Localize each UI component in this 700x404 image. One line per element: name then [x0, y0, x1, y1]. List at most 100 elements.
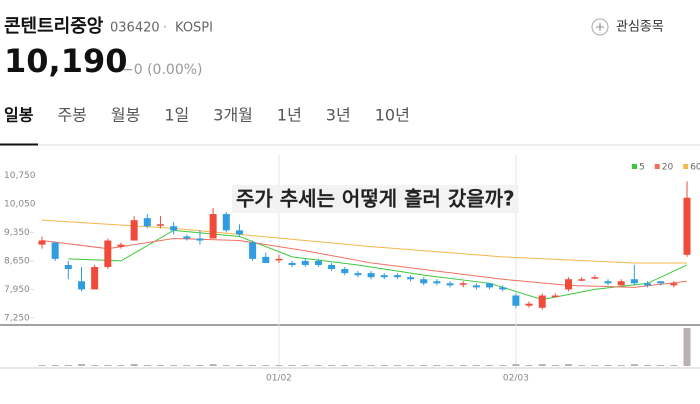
candle-body [170, 226, 178, 231]
volume-bar [249, 365, 257, 366]
volume-bar [486, 365, 494, 366]
volume-bar [104, 365, 112, 366]
volume-bar [604, 365, 612, 366]
volume-bar [117, 365, 125, 366]
price: 10,190 [4, 42, 127, 80]
candle-body [156, 224, 164, 226]
candle-body [262, 256, 270, 263]
y-tick-label: 9,350 [4, 228, 30, 238]
candle-body [433, 281, 441, 284]
candle-body [38, 240, 46, 245]
volume-bar [51, 365, 59, 366]
candle-body [354, 273, 362, 276]
candle-body [380, 275, 388, 278]
tab[interactable]: 3년 [326, 106, 351, 125]
candle-body [104, 240, 112, 268]
candle-body [301, 260, 309, 265]
candle-body [367, 273, 375, 278]
candle-body [644, 283, 652, 286]
volume-bar [77, 364, 85, 366]
tab[interactable]: 3개월 [213, 106, 253, 125]
x-tick-label: 02/03 [503, 374, 529, 384]
candle-body [486, 283, 494, 288]
tab[interactable]: 일봉 [4, 106, 34, 125]
volume-bar [446, 365, 454, 366]
candle-body [209, 214, 217, 239]
volume-bar [235, 365, 243, 366]
volume-bar [38, 365, 46, 366]
legend-label: 60 [690, 163, 700, 173]
candle-body [91, 267, 99, 290]
legend-label: 20 [662, 163, 674, 173]
annotation-bg [232, 185, 519, 213]
volume-bar [459, 365, 467, 366]
candle-body [314, 260, 322, 265]
volume-bar [275, 365, 283, 366]
candle-body [420, 279, 428, 284]
candle-body [196, 238, 204, 241]
candle-body [183, 236, 191, 239]
tab[interactable]: 주봉 [57, 106, 86, 125]
tab[interactable]: 1년 [277, 106, 302, 125]
stock-name: 콘텐트리중앙 [4, 16, 104, 37]
volume-bar [538, 364, 546, 366]
tab[interactable]: 10년 [375, 106, 410, 125]
candle-body [235, 230, 243, 235]
plus-sign [596, 23, 604, 31]
volume-bar [407, 365, 415, 366]
change: −0 (0.00%) [122, 62, 203, 78]
candle-body [393, 275, 401, 278]
volume-bar [130, 364, 138, 366]
tab[interactable]: 1일 [164, 106, 189, 125]
x-tick-label: 01/02 [266, 374, 292, 384]
volume-bar [64, 365, 72, 366]
volume-bar [499, 365, 507, 366]
volume-bar [420, 365, 428, 366]
candle-body [64, 264, 72, 270]
volume-bar [183, 365, 191, 366]
volume-bar [222, 365, 230, 366]
ma-line [41, 237, 688, 288]
candle-body [459, 283, 467, 285]
volume-bar [143, 365, 151, 366]
stock-code: 036420 [110, 21, 160, 36]
y-tick-label: 10,750 [4, 171, 36, 181]
plus-icon[interactable] [591, 18, 609, 36]
candle-body [512, 295, 520, 306]
candle-body [407, 277, 415, 280]
candle-body [578, 279, 586, 281]
legend-label: 5 [639, 163, 645, 173]
candle-body [472, 285, 480, 288]
volume-bar [301, 365, 309, 366]
candle-body [683, 197, 691, 255]
y-tick-label: 7,950 [4, 285, 30, 295]
ma-line [41, 219, 687, 264]
tab[interactable]: 월봉 [111, 106, 140, 125]
candle-body [341, 269, 349, 274]
volume-bar [591, 365, 599, 366]
volume-bar [565, 364, 573, 366]
candle-body [670, 283, 678, 286]
candle-body [446, 283, 454, 286]
volume-bar [657, 365, 665, 366]
candle-body [77, 281, 85, 290]
candle-body [604, 281, 612, 284]
volume-bar [670, 365, 678, 366]
candle-body [249, 242, 257, 259]
volume-bar [354, 365, 362, 366]
volume-bar [196, 365, 204, 366]
candle-body [130, 220, 138, 241]
y-tick-label: 10,050 [4, 199, 36, 209]
candle-body [328, 264, 336, 270]
y-tick-label: 7,250 [4, 313, 30, 323]
volume-bar [156, 365, 164, 366]
market: KOSPI [175, 21, 213, 36]
watch-button[interactable]: 관심종목 [616, 20, 664, 35]
volume-bar [380, 365, 388, 366]
candle-body [525, 303, 533, 306]
candle-body [538, 295, 546, 308]
ma-line [68, 229, 688, 301]
candle-body [565, 279, 573, 290]
y-tick-label: 8,650 [4, 256, 30, 266]
volume-bar [209, 364, 217, 366]
